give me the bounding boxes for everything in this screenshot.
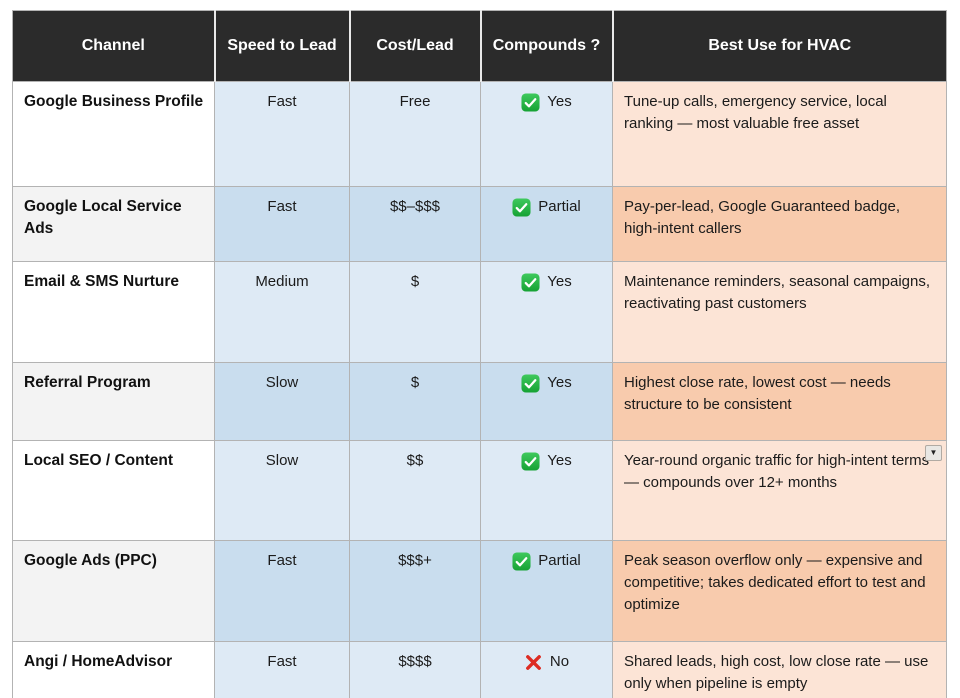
compounds-cell: Yes (480, 362, 613, 441)
table-row: Local SEO / Content Slow $$ Yes Year-rou… (12, 440, 947, 541)
hvac-channel-comparison-table: Channel Speed to Lead Cost/Lead Compound… (12, 10, 947, 698)
column-header-compounds: Compounds ? (479, 10, 613, 82)
cross-icon (524, 653, 543, 672)
speed-cell: Medium (214, 261, 350, 363)
compounds-cell: Yes (480, 81, 613, 187)
check-icon (512, 197, 531, 217)
speed-cell: Slow (214, 440, 350, 541)
compounds-cell: Partial (480, 186, 613, 262)
best-use-text: Year-round organic traffic for high-inte… (624, 452, 930, 491)
channel-cell: Local SEO / Content (12, 440, 215, 541)
check-icon (521, 272, 540, 292)
channel-cell: Google Ads (PPC) (12, 540, 215, 642)
best-use-cell: Shared leads, high cost, low close rate … (612, 641, 947, 698)
compounds-label: Yes (547, 273, 572, 290)
compounds-label: Partial (538, 552, 581, 569)
check-icon (521, 373, 540, 393)
table-row: Referral Program Slow $ Yes Highest clos… (12, 362, 947, 441)
chevron-down-icon: ▼ (929, 448, 938, 457)
channel-cell: Email & SMS Nurture (12, 261, 215, 363)
best-use-cell: Highest close rate, lowest cost — needs … (612, 362, 947, 441)
cost-cell: $$ (349, 440, 481, 541)
compounds-label: Partial (538, 198, 581, 215)
compounds-label: Yes (547, 452, 572, 469)
column-header-speed: Speed to Lead (213, 10, 350, 82)
table-row: Google Local Service Ads Fast $$–$$$ Par… (12, 186, 947, 262)
speed-cell: Fast (214, 540, 350, 642)
check-icon (512, 551, 531, 571)
column-header-channel: Channel (12, 10, 215, 82)
cost-cell: Free (349, 81, 481, 187)
compounds-label: Yes (547, 374, 572, 391)
best-use-cell: Peak season overflow only — expensive an… (612, 540, 947, 642)
cost-cell: $$$+ (349, 540, 481, 642)
speed-cell: Fast (214, 186, 350, 262)
table-row: Google Business Profile Fast Free Yes Tu… (12, 81, 947, 187)
table-row: Angi / HomeAdvisor Fast $$$$ No Shared l… (12, 641, 947, 698)
table-row: Google Ads (PPC) Fast $$$+ Partial Peak … (12, 540, 947, 642)
column-header-best-use: Best Use for HVAC (611, 10, 947, 82)
check-icon (521, 451, 540, 471)
column-header-cost: Cost/Lead (348, 10, 481, 82)
cost-cell: $$$$ (349, 641, 481, 698)
channel-cell: Google Local Service Ads (12, 186, 215, 262)
cost-cell: $ (349, 362, 481, 441)
compounds-cell: Yes (480, 261, 613, 363)
channel-cell: Angi / HomeAdvisor (12, 641, 215, 698)
cost-cell: $$–$$$ (349, 186, 481, 262)
check-icon (521, 92, 540, 112)
speed-cell: Slow (214, 362, 350, 441)
channel-cell: Referral Program (12, 362, 215, 441)
best-use-cell: Year-round organic traffic for high-inte… (612, 440, 947, 541)
compounds-cell: Yes (480, 440, 613, 541)
table-row: Email & SMS Nurture Medium $ Yes Mainten… (12, 261, 947, 363)
best-use-cell: Maintenance reminders, seasonal campaign… (612, 261, 947, 363)
compounds-label: Yes (547, 93, 572, 110)
compounds-cell: Partial (480, 540, 613, 642)
compounds-label: No (549, 653, 570, 670)
table-header: Channel Speed to Lead Cost/Lead Compound… (12, 10, 947, 82)
channel-cell: Google Business Profile (12, 81, 215, 187)
best-use-cell: Pay-per-lead, Google Guaranteed badge, h… (612, 186, 947, 262)
cell-dropdown-button[interactable]: ▼ (925, 445, 942, 461)
speed-cell: Fast (214, 641, 350, 698)
best-use-cell: Tune-up calls, emergency service, local … (612, 81, 947, 187)
speed-cell: Fast (214, 81, 350, 187)
cost-cell: $ (349, 261, 481, 363)
compounds-cell: No (480, 641, 613, 698)
